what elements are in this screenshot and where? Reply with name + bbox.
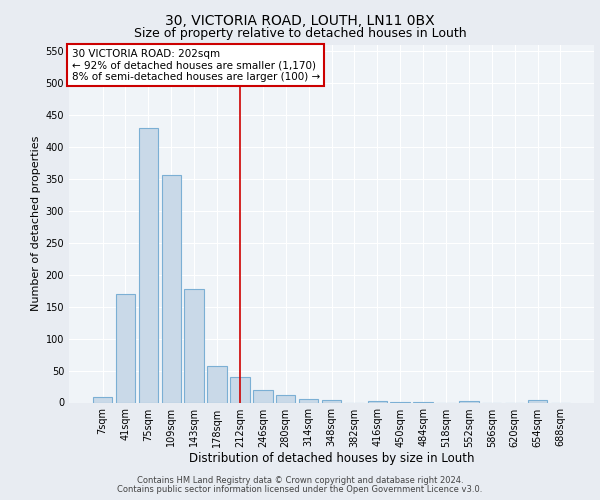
Bar bbox=[208, 366, 227, 403]
Text: Contains public sector information licensed under the Open Government Licence v3: Contains public sector information licen… bbox=[118, 485, 482, 494]
Bar bbox=[528, 400, 547, 402]
Text: Contains HM Land Registry data © Crown copyright and database right 2024.: Contains HM Land Registry data © Crown c… bbox=[137, 476, 463, 485]
Bar bbox=[161, 175, 181, 402]
Bar bbox=[116, 294, 135, 403]
Text: 30, VICTORIA ROAD, LOUTH, LN11 0BX: 30, VICTORIA ROAD, LOUTH, LN11 0BX bbox=[165, 14, 435, 28]
Bar bbox=[93, 398, 112, 402]
Bar bbox=[184, 289, 204, 403]
Bar bbox=[322, 400, 341, 402]
Y-axis label: Number of detached properties: Number of detached properties bbox=[31, 136, 41, 312]
Bar bbox=[253, 390, 272, 402]
Text: Size of property relative to detached houses in Louth: Size of property relative to detached ho… bbox=[134, 28, 466, 40]
Bar bbox=[276, 395, 295, 402]
Bar bbox=[459, 400, 479, 402]
Text: 30 VICTORIA ROAD: 202sqm
← 92% of detached houses are smaller (1,170)
8% of semi: 30 VICTORIA ROAD: 202sqm ← 92% of detach… bbox=[71, 48, 320, 82]
Bar bbox=[368, 401, 387, 402]
Bar bbox=[230, 377, 250, 402]
Bar bbox=[139, 128, 158, 402]
Bar bbox=[299, 400, 319, 402]
X-axis label: Distribution of detached houses by size in Louth: Distribution of detached houses by size … bbox=[189, 452, 474, 466]
